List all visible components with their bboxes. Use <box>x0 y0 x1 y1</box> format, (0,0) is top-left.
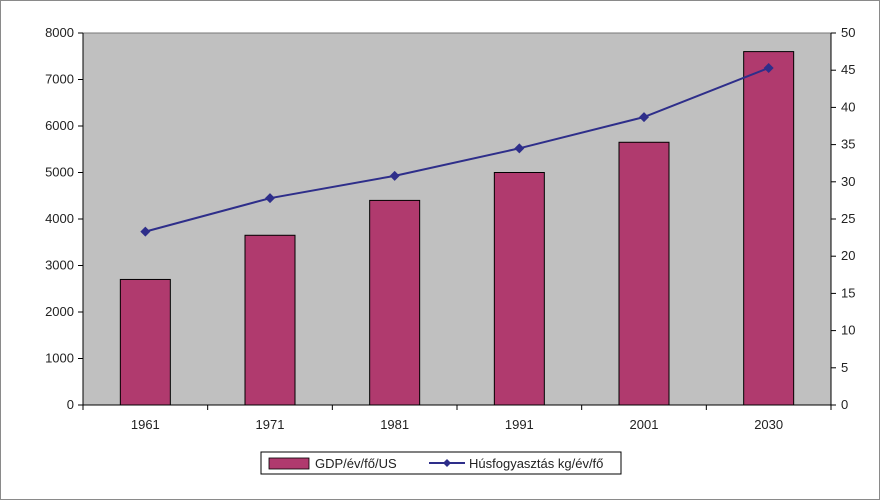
y2-tick-label: 40 <box>841 99 855 114</box>
y2-tick-label: 25 <box>841 211 855 226</box>
y-tick-label: 1000 <box>45 351 74 366</box>
y-tick-label: 8000 <box>45 25 74 40</box>
line-point-2001 <box>639 112 649 123</box>
y-tick-label: 6000 <box>45 118 74 133</box>
axes: 0 1000 2000 3000 4000 5000 6000 7000 8000 0 5 10 15 2… <box>45 25 855 432</box>
y2-tick-label: 30 <box>841 174 855 189</box>
y2-tick-label: 15 <box>841 285 855 300</box>
y2-tick-label: 0 <box>841 397 848 412</box>
bar-1991 <box>493 172 545 406</box>
x-tick-label: 1971 <box>256 417 285 432</box>
bar-1981 <box>369 199 421 406</box>
y-tick-label: 7000 <box>45 72 74 87</box>
bar-2030 <box>743 51 795 406</box>
x-tick-label: 1991 <box>505 417 534 432</box>
y2-tick-label: 20 <box>841 248 855 263</box>
y2-tick-label: 45 <box>841 62 855 77</box>
bar-1971 <box>244 234 296 406</box>
legend-swatch-marker <box>443 459 451 467</box>
bar-series <box>119 51 795 406</box>
y-tick-label: 0 <box>67 397 74 412</box>
bar-2001 <box>618 141 670 406</box>
y-tick-label: 3000 <box>45 258 74 273</box>
line-path <box>145 67 770 233</box>
y-tick-label: 4000 <box>45 211 74 226</box>
legend-label-line: Húsfogyasztás kg/év/fő <box>469 456 603 471</box>
bar-1961 <box>119 278 171 406</box>
x-tick-label: 2001 <box>630 417 659 432</box>
x-tick-label: 1961 <box>131 417 160 432</box>
y2-tick-label: 35 <box>841 137 855 152</box>
x-tick-label: 1981 <box>380 417 409 432</box>
y2-tick-label: 50 <box>841 25 855 40</box>
line-point-1961 <box>140 226 151 237</box>
line-series <box>140 62 774 237</box>
legend-swatch-bar <box>268 457 310 470</box>
plot-area <box>82 32 832 406</box>
legend-label-bar: GDP/év/fő/US <box>315 456 397 471</box>
line-point-2030 <box>763 62 774 73</box>
y-tick-label: 5000 <box>45 165 74 180</box>
y2-tick-label: 5 <box>841 360 848 375</box>
legend: GDP/év/fő/US Húsfogyasztás kg/év/fő <box>260 451 622 475</box>
line-point-1981 <box>389 170 400 181</box>
line-point-1971 <box>265 193 275 204</box>
y2-tick-label: 10 <box>841 323 855 338</box>
line-point-1991 <box>514 143 525 154</box>
x-tick-label: 2030 <box>754 417 783 432</box>
y-tick-label: 2000 <box>45 304 74 319</box>
